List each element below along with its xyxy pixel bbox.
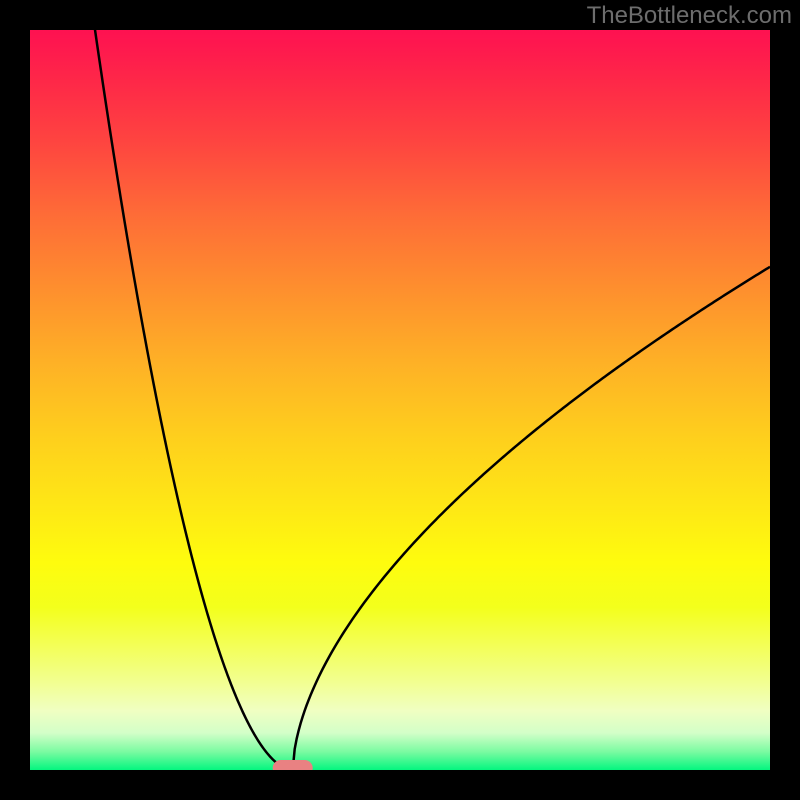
watermark-text: TheBottleneck.com: [587, 2, 792, 30]
gradient-background: [30, 30, 770, 770]
bottleneck-chart: [30, 30, 770, 770]
valley-marker: [273, 760, 313, 770]
